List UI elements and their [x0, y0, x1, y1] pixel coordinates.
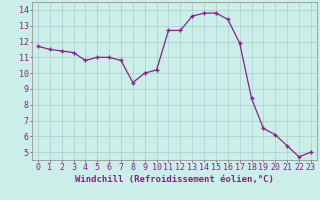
X-axis label: Windchill (Refroidissement éolien,°C): Windchill (Refroidissement éolien,°C) — [75, 175, 274, 184]
